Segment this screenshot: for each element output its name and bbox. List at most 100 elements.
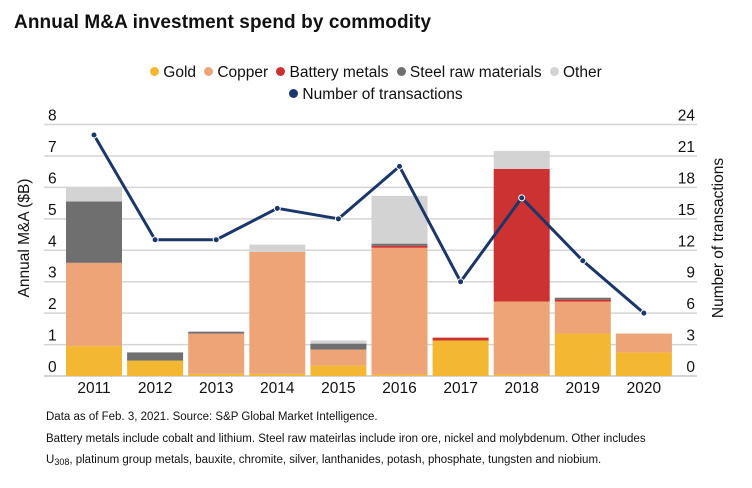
legend-label-transactions: Number of transactions xyxy=(302,86,463,103)
transactions-point-2014 xyxy=(273,204,281,212)
y-axis-left-ticks: 0 1 2 3 4 5 6 7 8 xyxy=(48,108,57,377)
transactions-point-2017 xyxy=(457,278,465,286)
x-axis-ticks: 2011 2012 2013 2014 2015 2016 2017 2018 2019 2020 xyxy=(77,380,661,397)
legend-label-gold: Gold xyxy=(163,64,197,81)
bar-gold-2015 xyxy=(310,365,367,376)
y2-tick-label: 18 xyxy=(678,170,695,187)
x-tick-label: 2017 xyxy=(443,380,477,397)
bar-copper-2014 xyxy=(249,251,306,374)
legend-label-copper: Copper xyxy=(217,64,269,81)
footnote-u-prefix: U xyxy=(46,454,55,466)
bar-other-2018 xyxy=(493,150,550,169)
x-tick-label: 2016 xyxy=(382,380,416,397)
bar-other-2011 xyxy=(66,187,122,202)
bar-steel-raw-materials-2011 xyxy=(66,201,122,263)
transactions-point-2019 xyxy=(579,257,587,265)
bar-battery-metals-2016 xyxy=(371,245,428,248)
transactions-point-2012 xyxy=(151,236,159,244)
y-tick-label: 8 xyxy=(48,108,57,125)
x-tick-label: 2014 xyxy=(260,380,295,397)
transactions-point-2020 xyxy=(640,309,648,317)
bar-other-2015 xyxy=(310,340,367,344)
bar-copper-2018 xyxy=(493,301,550,375)
y2-tick-label: 6 xyxy=(686,296,695,313)
y-axis-right-ticks: 0 3 6 9 12 15 18 21 24 xyxy=(678,108,696,377)
bar-gold-2016 xyxy=(371,374,428,376)
legend-swatch-steel-raw-materials xyxy=(396,67,406,76)
y2-tick-label: 3 xyxy=(686,328,695,345)
y-tick-label: 5 xyxy=(48,202,57,219)
legend-row-1: Gold Copper Battery metals Steel raw mat… xyxy=(0,64,752,82)
legend-item-battery-metals: Battery metals xyxy=(276,64,389,82)
legend-swatch-transactions xyxy=(289,89,299,98)
y2-tick-label: 12 xyxy=(678,233,695,250)
y2-tick-label: 9 xyxy=(686,265,695,282)
bar-gold-2018 xyxy=(493,374,550,376)
y-tick-label: 2 xyxy=(48,296,57,313)
bar-copper-2013 xyxy=(188,333,245,374)
footnote-source: Data as of Feb. 3, 2021. Source: S&P Glo… xyxy=(46,411,378,423)
x-tick-label: 2020 xyxy=(627,380,662,397)
transactions-point-2011 xyxy=(90,131,98,139)
transactions-line-series xyxy=(90,131,648,317)
transactions-point-2018 xyxy=(518,194,526,202)
footnote-other: U308, platinum group metals, bauxite, ch… xyxy=(46,454,601,467)
bar-copper-2011 xyxy=(66,262,122,347)
y2-tick-label: 0 xyxy=(686,359,695,376)
legend-row-2: Number of transactions xyxy=(0,86,752,104)
y-tick-label: 3 xyxy=(48,265,57,282)
legend-item-gold: Gold xyxy=(150,64,196,82)
bar-steel-raw-materials-2015 xyxy=(310,343,367,350)
y-tick-label: 0 xyxy=(48,359,57,376)
bar-gold-2011 xyxy=(66,346,122,376)
chart-title: Annual M&A investment spend by commodity xyxy=(14,12,432,33)
transactions-point-2016 xyxy=(396,162,403,170)
bar-other-2014 xyxy=(249,244,306,252)
footnote-u-subscript: 308 xyxy=(54,457,70,467)
legend-swatch-gold xyxy=(150,67,160,76)
legend-swatch-battery-metals xyxy=(276,67,286,76)
bar-gold-2013 xyxy=(188,373,245,376)
bar-battery-metals-2018 xyxy=(493,168,550,302)
transactions-point-2013 xyxy=(212,236,220,244)
legend-item-steel-raw-materials: Steel raw materials xyxy=(396,64,542,82)
footnote-battery-steel: Battery metals include cobalt and lithiu… xyxy=(46,433,646,445)
legend-item-transactions: Number of transactions xyxy=(289,86,463,104)
legend-item-other: Other xyxy=(549,64,602,82)
x-tick-label: 2019 xyxy=(566,380,600,397)
bar-steel-raw-materials-2012 xyxy=(127,352,184,361)
legend-label-battery-metals: Battery metals xyxy=(289,64,389,81)
bar-gold-2020 xyxy=(615,352,672,376)
bar-steel-raw-materials-2013 xyxy=(188,331,245,334)
x-tick-label: 2015 xyxy=(321,380,355,397)
legend-label-other: Other xyxy=(562,64,602,81)
y-axis-label: Annual M&A ($B) xyxy=(16,179,33,298)
x-tick-label: 2018 xyxy=(504,380,538,397)
bar-battery-metals-2019 xyxy=(554,299,611,302)
bar-copper-2020 xyxy=(615,333,672,353)
bar-battery-metals-2017 xyxy=(432,337,489,341)
bar-steel-raw-materials-2019 xyxy=(554,297,611,300)
y2-tick-label: 15 xyxy=(678,202,695,219)
y2-tick-label: 21 xyxy=(678,139,695,156)
y-tick-label: 4 xyxy=(48,233,57,250)
footnote-other-rest: , platinum group metals, bauxite, chromi… xyxy=(69,454,602,466)
legend-item-copper: Copper xyxy=(204,64,268,82)
transactions-point-2015 xyxy=(334,215,342,223)
bar-gold-2017 xyxy=(432,340,489,376)
bar-copper-2015 xyxy=(310,349,367,366)
bar-gold-2014 xyxy=(249,373,306,376)
bar-copper-2019 xyxy=(554,301,611,334)
legend-swatch-copper xyxy=(204,67,214,76)
bar-gold-2019 xyxy=(554,333,611,376)
bar-copper-2016 xyxy=(371,247,428,375)
y-tick-label: 7 xyxy=(48,139,57,156)
legend-swatch-other xyxy=(549,67,559,76)
y2-axis-label: Number of transactions xyxy=(710,158,727,318)
x-tick-label: 2012 xyxy=(138,380,172,397)
transactions-line xyxy=(92,134,645,315)
x-tick-label: 2013 xyxy=(199,380,233,397)
y-tick-label: 1 xyxy=(48,328,57,345)
y2-tick-label: 24 xyxy=(678,108,696,125)
